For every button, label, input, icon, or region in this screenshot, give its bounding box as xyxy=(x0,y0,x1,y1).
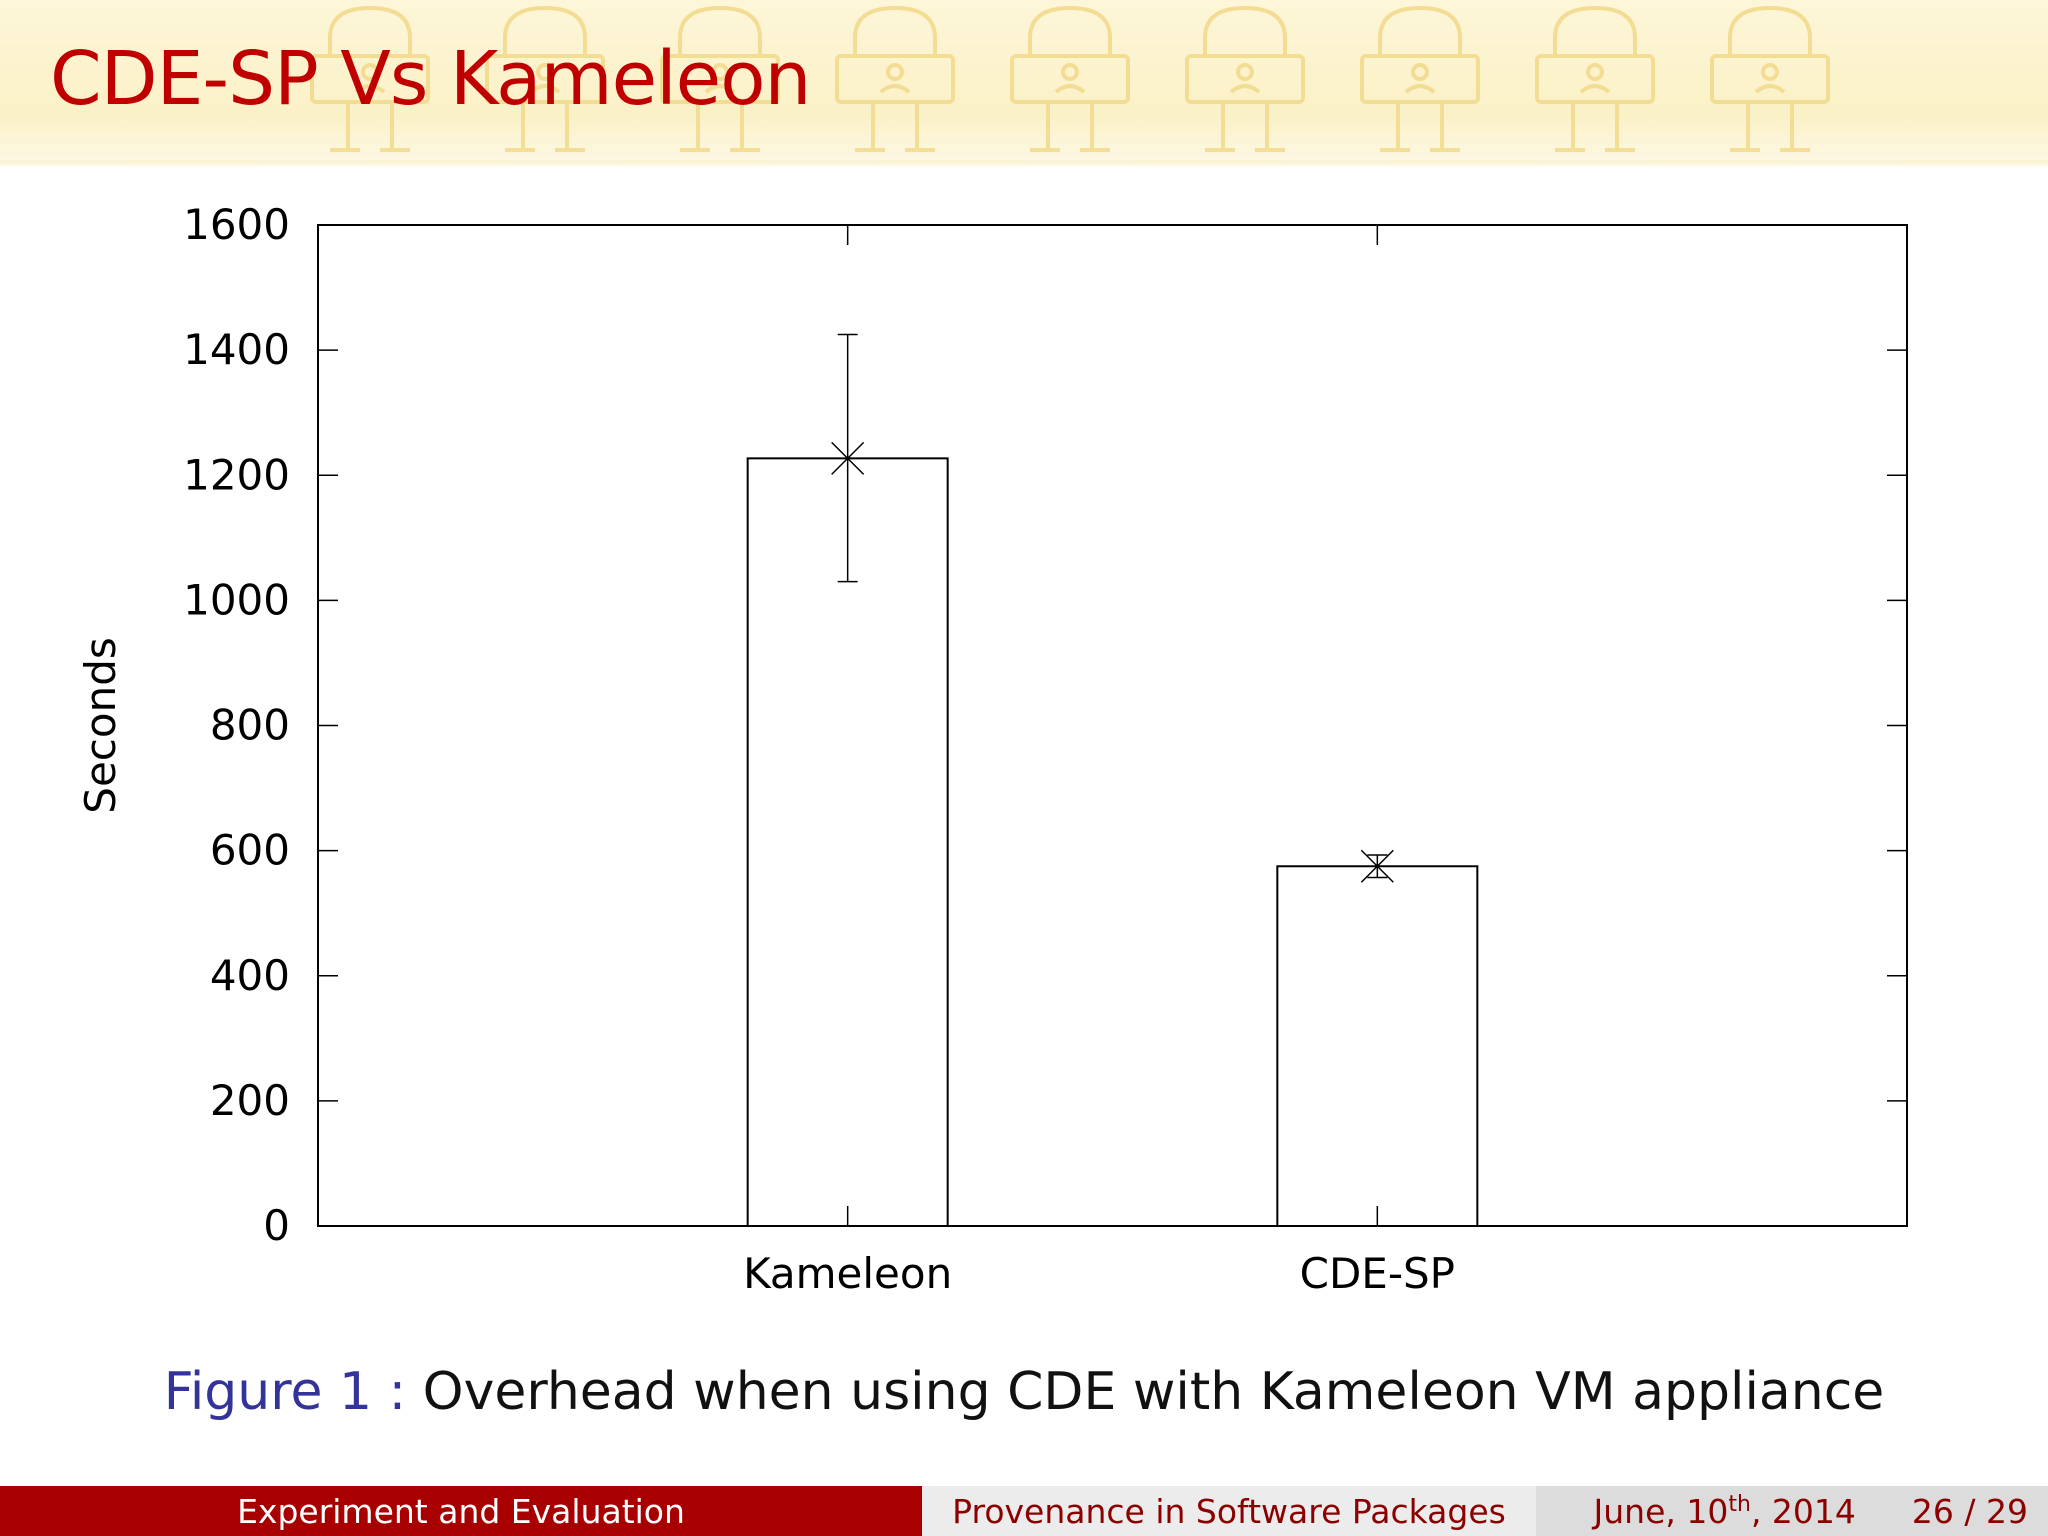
x-tick-label: CDE-SP xyxy=(1300,1249,1455,1298)
mean-marker-kameleon xyxy=(831,441,865,475)
y-tick-label: 600 xyxy=(210,826,290,875)
y-axis-label: Seconds xyxy=(76,637,125,813)
footer-talk-title: Provenance in Software Packages xyxy=(922,1486,1536,1536)
y-tick-label: 200 xyxy=(210,1076,290,1125)
figure-caption: Figure 1 : Overhead when using CDE with … xyxy=(0,1362,2048,1422)
bar-kameleon xyxy=(746,457,949,1227)
footer-date: June, 10th, 2014 xyxy=(1593,1491,1856,1531)
mean-marker-cde-sp xyxy=(1360,849,1394,883)
slide-title: CDE-SP Vs Kameleon xyxy=(50,36,811,122)
y-tick-label: 800 xyxy=(210,701,290,750)
bar-cde-sp xyxy=(1276,865,1479,1227)
figure-caption-text: Overhead when using CDE with Kameleon VM… xyxy=(422,1362,1885,1422)
padlock-decoration-icon xyxy=(660,5,780,152)
y-tick-label: 1600 xyxy=(183,200,290,249)
padlock-decoration-icon xyxy=(835,5,955,152)
figure-label: Figure 1 : xyxy=(163,1362,407,1422)
padlock-decoration-icon xyxy=(1535,5,1655,152)
x-tick-label: Kameleon xyxy=(743,1249,952,1298)
padlock-decoration-icon xyxy=(485,5,605,152)
padlock-decoration-icon xyxy=(1010,5,1130,152)
padlock-decoration-icon xyxy=(1360,5,1480,152)
y-tick-label: 1200 xyxy=(183,450,290,499)
footer-page-number: 26 / 29 xyxy=(1911,1491,2028,1531)
bar-chart: 0 200 400 600 800 1000 1200 1400 1600 Seconds Kame… xyxy=(76,200,1908,1298)
y-tick-label: 0 xyxy=(263,1201,290,1250)
footer-date-page: June, 10th, 2014 26 / 29 xyxy=(1536,1486,2048,1536)
slide-footer: Experiment and Evaluation Provenance in … xyxy=(0,1486,2048,1536)
y-tick-label: 400 xyxy=(210,951,290,1000)
header-fade xyxy=(0,160,2048,170)
y-tick-label: 1400 xyxy=(183,325,290,374)
plot-frame xyxy=(317,224,1908,1227)
padlock-decoration-icon xyxy=(1710,5,1830,152)
header-decoration xyxy=(310,5,1830,152)
y-tick-label: 1000 xyxy=(183,575,290,624)
slide-header: CDE-SP Vs Kameleon xyxy=(0,0,2048,165)
footer-section: Experiment and Evaluation xyxy=(0,1486,922,1536)
padlock-decoration-icon xyxy=(310,5,430,152)
padlock-decoration-icon xyxy=(1185,5,1305,152)
